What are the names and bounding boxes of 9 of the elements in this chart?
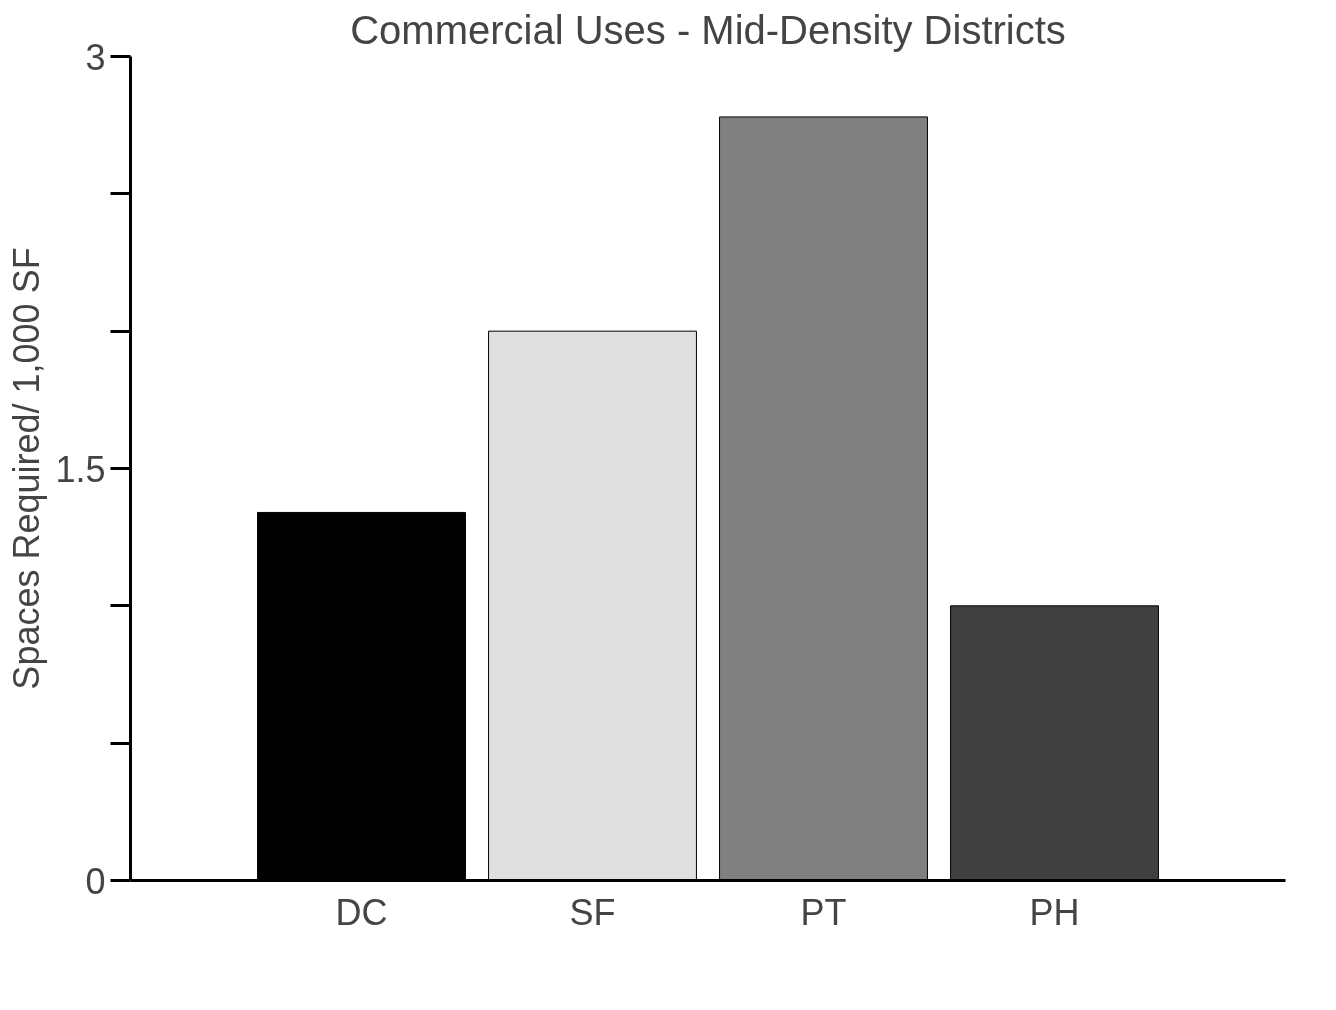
y-tick-label: 1.5 bbox=[55, 448, 106, 490]
chart-title: Commercial Uses - Mid-Density Districts bbox=[350, 7, 1066, 52]
x-tick-label: SF bbox=[569, 891, 616, 933]
x-tick-label: PH bbox=[1029, 891, 1080, 933]
x-tick-label: PT bbox=[800, 891, 847, 933]
y-tick-label: 3 bbox=[85, 36, 106, 78]
x-tick-label: DC bbox=[335, 891, 388, 933]
y-axis-title: Spaces Required/ 1,000 SF bbox=[6, 247, 48, 690]
y-tick-label: 0 bbox=[85, 860, 106, 902]
